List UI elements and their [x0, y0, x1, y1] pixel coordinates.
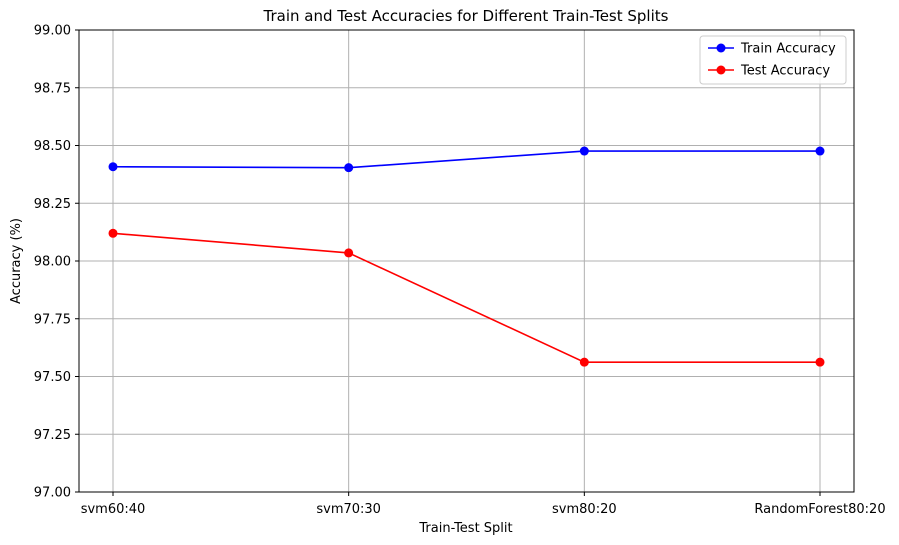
grid — [79, 29, 854, 493]
data-point-train — [815, 146, 825, 156]
data-point-test — [815, 357, 825, 367]
y-tick-label: 99.00 — [34, 24, 71, 39]
y-tick-label: 97.25 — [34, 428, 71, 443]
data-point-train — [579, 146, 589, 156]
y-tick-label: 97.75 — [34, 312, 71, 327]
y-tick-label: 98.25 — [34, 197, 71, 212]
legend-marker — [716, 65, 726, 75]
legend-entry-label: Test Accuracy — [740, 64, 830, 79]
y-tick-label: 97.50 — [34, 370, 71, 385]
legend-box — [699, 35, 847, 85]
data-point-test — [108, 228, 118, 238]
x-tick-label: svm60:40 — [81, 502, 146, 517]
data-point-train — [344, 163, 354, 173]
data-point-train — [108, 162, 118, 172]
x-tick-label: RandomForest80:20 — [754, 502, 885, 517]
legend: Train Accuracy Test Accuracy — [699, 35, 847, 85]
series-line-train — [112, 150, 820, 169]
y-tick-label: 98.50 — [34, 139, 71, 154]
y-tick-label: 98.75 — [34, 81, 71, 96]
data-point-test — [344, 248, 354, 258]
legend-entry-label: Train Accuracy — [740, 42, 836, 57]
x-axis: svm60:40 svm70:30 svm80:20 RandomForest80:2… — [81, 492, 886, 517]
series-lines — [108, 146, 825, 367]
x-axis-label: Train-Test Split — [418, 521, 512, 536]
data-point-test — [579, 357, 589, 367]
y-tick-label: 98.00 — [34, 255, 71, 270]
y-axis: 97.00 97.25 97.50 97.75 98.00 98.25 98.50 98.75… — [34, 24, 79, 501]
chart-title: Train and Test Accuracies for Different … — [263, 7, 669, 25]
y-tick-label: 97.00 — [34, 486, 71, 501]
x-tick-label: svm80:20 — [552, 502, 617, 517]
legend-marker — [716, 43, 726, 53]
x-tick-label: svm70:30 — [316, 502, 381, 517]
series-line-test — [112, 232, 820, 363]
y-axis-label: Accuracy (%) — [9, 218, 24, 304]
